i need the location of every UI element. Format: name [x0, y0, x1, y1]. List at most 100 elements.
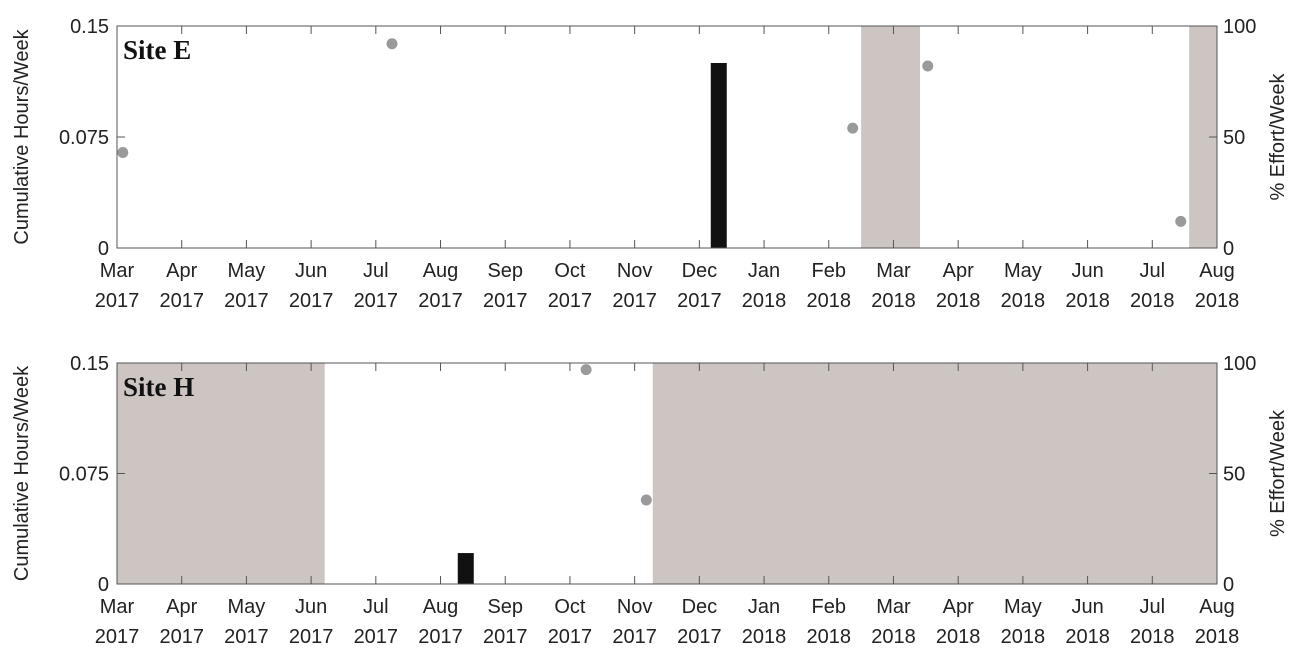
x-tick-label-line: Jun	[295, 260, 327, 282]
x-tick-label-line: 2017	[289, 626, 334, 648]
x-tick-label: May 2018	[1001, 260, 1046, 312]
x-tick-label: Oct 2017	[548, 260, 593, 312]
site-label: Site H	[123, 372, 194, 402]
x-tick-label-line: May	[1004, 260, 1042, 282]
x-tick-label-line: Jun	[295, 596, 327, 618]
x-tick-label-line: Dec	[682, 260, 718, 282]
bar	[457, 553, 474, 584]
x-tick-label-line: Jul	[363, 260, 389, 282]
x-tick-label-line: May	[1004, 596, 1042, 618]
x-tick-label-line: 2017	[418, 626, 463, 648]
x-tick-label-line: 2017	[354, 626, 399, 648]
x-tick-label-line: 2018	[1065, 626, 1110, 648]
x-tick-label: Jul 2018	[1130, 260, 1175, 312]
x-tick-label: Aug 2017	[418, 260, 463, 312]
x-tick-label-line: Jan	[748, 596, 780, 618]
x-tick-label: Mar 2018	[871, 260, 916, 312]
y-axis-label: Cumulative Hours/Week	[11, 365, 33, 581]
y2-axis-label: % Effort/Week	[1267, 409, 1289, 537]
x-tick-label-line: Nov	[617, 596, 653, 618]
x-tick-label-line: Jul	[1140, 260, 1166, 282]
x-tick-label-line: Feb	[812, 260, 846, 282]
x-tick-label-line: 2018	[936, 626, 981, 648]
x-tick-label-line: 2017	[95, 290, 140, 312]
x-tick-label: Jul 2018	[1130, 596, 1175, 648]
x-tick-label-line: 2018	[742, 626, 787, 648]
x-tick-label-line: 2017	[95, 626, 140, 648]
x-tick-label-line: 2018	[807, 626, 852, 648]
x-tick-label-line: Jun	[1071, 596, 1103, 618]
effort-point	[117, 147, 129, 159]
x-tick-label-line: Feb	[812, 596, 846, 618]
x-tick-label-line: 2018	[1065, 290, 1110, 312]
y2-axis-label: % Effort/Week	[1267, 72, 1289, 200]
x-tick-label: Jul 2017	[354, 260, 399, 312]
x-tick-label-line: Nov	[617, 260, 653, 282]
x-tick-label-line: 2017	[677, 626, 722, 648]
x-tick-label-line: Mar	[876, 260, 911, 282]
x-tick-label-line: 2017	[354, 290, 399, 312]
x-tick-label-line: Jul	[363, 596, 389, 618]
y2-tick-label: 50	[1223, 464, 1245, 486]
y-tick-label: 0.15	[70, 353, 109, 375]
x-tick-label-line: Aug	[423, 260, 459, 282]
x-tick-label: Apr 2018	[936, 596, 981, 648]
x-tick-label-line: Aug	[1199, 596, 1235, 618]
x-tick-label: Aug 2018	[1195, 596, 1240, 648]
x-tick-label-line: 2018	[1195, 626, 1240, 648]
x-tick-label-line: 2017	[483, 626, 528, 648]
y2-tick-label: 0	[1223, 574, 1234, 596]
x-tick-label-line: Jun	[1071, 260, 1103, 282]
x-tick-label-line: Apr	[943, 260, 974, 282]
effort-point	[640, 494, 652, 506]
x-tick-label-line: Jul	[1140, 596, 1166, 618]
x-tick-label-line: 2018	[1195, 290, 1240, 312]
x-tick-label-line: 2018	[871, 626, 916, 648]
x-tick-label: Aug 2018	[1195, 260, 1240, 312]
effort-point	[386, 38, 398, 50]
x-tick-label: Feb 2018	[807, 260, 852, 312]
shaded-period	[652, 363, 1217, 584]
x-tick-label-line: 2018	[936, 290, 981, 312]
x-tick-label: Mar 2017	[95, 596, 140, 648]
x-tick-label-line: Oct	[554, 260, 586, 282]
x-tick-label-line: 2018	[871, 290, 916, 312]
x-tick-label: Nov 2017	[612, 596, 657, 648]
x-tick-label: Mar 2018	[871, 596, 916, 648]
x-tick-label-line: 2017	[483, 290, 528, 312]
x-tick-label: Jun 2017	[289, 596, 334, 648]
y-tick-label: 0.15	[70, 16, 109, 38]
x-tick-label-line: 2017	[548, 290, 593, 312]
x-tick-label-line: 2018	[742, 290, 787, 312]
x-tick-label: May 2017	[224, 260, 269, 312]
y2-tick-label: 50	[1223, 127, 1245, 149]
shaded-period	[117, 363, 325, 584]
x-tick-label: Jul 2017	[354, 596, 399, 648]
x-tick-label: Oct 2017	[548, 596, 593, 648]
y-tick-label: 0.075	[59, 127, 109, 149]
x-tick-label-line: Apr	[166, 260, 197, 282]
x-tick-label-line: Mar	[100, 596, 135, 618]
x-tick-label-line: 2018	[807, 290, 852, 312]
x-tick-label: Jun 2018	[1065, 260, 1110, 312]
x-tick-label-line: Apr	[943, 596, 974, 618]
y-axis-label: Cumulative Hours/Week	[11, 28, 33, 244]
x-tick-label: Sep 2017	[483, 596, 528, 648]
effort-point	[922, 60, 934, 72]
x-tick-label-line: Dec	[682, 596, 718, 618]
effort-point	[1175, 215, 1187, 227]
x-tick-label-line: 2017	[548, 626, 593, 648]
x-tick-label: Aug 2017	[418, 596, 463, 648]
x-tick-label-line: Aug	[423, 596, 459, 618]
x-tick-label-line: May	[228, 596, 266, 618]
x-tick-label: May 2018	[1001, 596, 1046, 648]
x-tick-label: Jan 2018	[742, 596, 787, 648]
x-tick-label: Jun 2017	[289, 260, 334, 312]
x-tick-label-line: 2018	[1130, 290, 1175, 312]
bar	[710, 63, 727, 248]
x-tick-label-line: 2018	[1130, 626, 1175, 648]
effort-point	[847, 122, 859, 134]
x-tick-label: Jan 2018	[742, 260, 787, 312]
